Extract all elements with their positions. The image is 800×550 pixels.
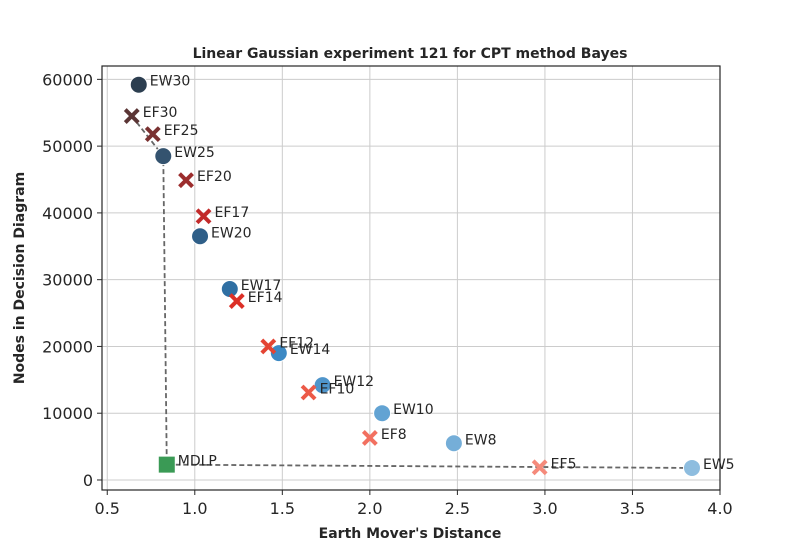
data-point-label: EF8 [381,427,407,443]
data-point-circle [129,75,148,94]
data-point-circle [373,404,392,423]
data-point-x [260,338,277,355]
data-point-x [300,384,317,401]
data-point-x [195,208,212,225]
data-point-circle [682,458,701,477]
data-point-label: EF25 [164,123,199,139]
data-point-label: EF12 [279,335,314,351]
axis-ticks: 0.5 1.0 1.5 2.0 2.5 3.0 3.5 4.0 0 10000 20000 30000… [42,70,733,518]
data-point-label: EF10 [320,382,355,398]
data-point-label: MDLP [178,454,217,470]
data-point-label: EF17 [215,205,250,221]
data-point-x [228,293,245,309]
y-tick-label: 30000 [42,271,93,290]
data-point-x [361,430,378,446]
data-point-label: EF14 [248,290,283,306]
data-point-x [178,172,194,189]
data-point-label: EW25 [174,145,215,161]
grid [102,66,721,490]
data-point-label: EW30 [150,74,191,90]
y-tick-label: 60000 [42,70,93,89]
data-point-label: EF30 [143,105,178,121]
data-point-circle [220,280,239,299]
plot-frame [101,65,721,491]
x-tick-label: 3.0 [532,499,557,518]
y-tick-label: 20000 [42,337,93,356]
data-point-x [531,459,548,476]
data-point-label: EW8 [465,432,497,448]
data-point-label: EF5 [551,456,577,472]
y-tick-label: 50000 [42,137,93,156]
y-tick-label: 40000 [42,204,93,223]
x-tick-label: 2.5 [445,499,470,518]
frontier-line [131,115,692,469]
x-tick-label: 4.0 [707,499,732,518]
y-tick-label: 10000 [42,404,93,423]
data-point-label: EW10 [393,402,434,418]
data-points [123,75,701,477]
data-point-circle [444,434,463,453]
data-point-label: EW12 [334,374,375,390]
data-point-circle [154,147,173,166]
data-point-circle [269,344,288,363]
y-axis-title: Nodes in Decision Diagram [12,172,28,384]
frontier-line-path [131,115,692,469]
data-point-label: EW20 [211,225,252,241]
data-point-square [157,455,176,474]
chart-title: Linear Gaussian experiment 121 for CPT m… [193,46,628,62]
data-point-circle [191,227,210,246]
data-point-x [144,126,161,143]
x-tick-label: 0.5 [95,499,120,518]
data-point-label: EW17 [241,278,282,294]
data-point-x [123,108,140,124]
x-tick-label: 1.0 [182,499,207,518]
data-point-label: EW14 [290,342,331,358]
x-tick-label: 3.5 [620,499,645,518]
x-axis-title: Earth Mover's Distance [319,526,502,542]
x-tick-label: 1.5 [270,499,295,518]
y-tick-label: 0 [83,471,93,490]
data-point-label: EF20 [197,169,232,185]
x-tick-label: 2.0 [357,499,382,518]
data-point-label: EW5 [703,457,735,473]
